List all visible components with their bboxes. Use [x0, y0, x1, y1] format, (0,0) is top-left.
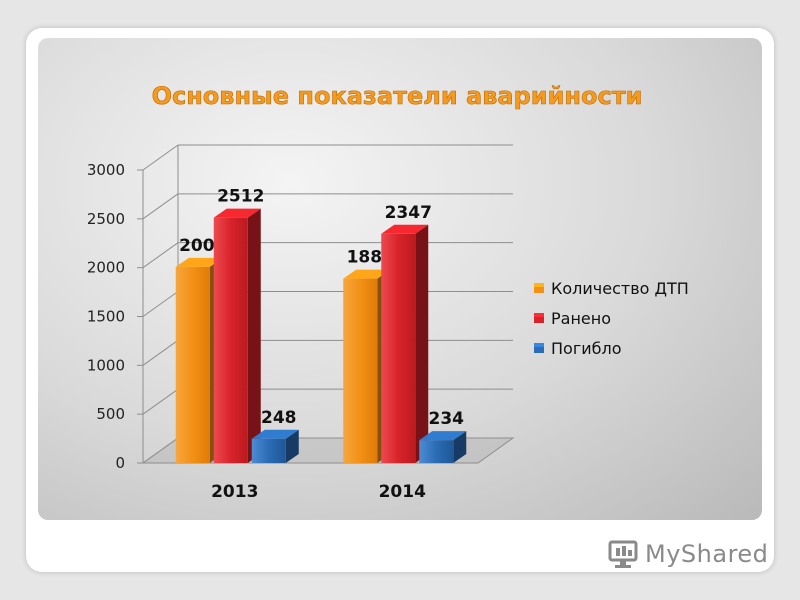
bar-front — [419, 440, 454, 463]
watermark-text: MyShared — [645, 540, 769, 568]
x-category-label: 2013 — [211, 482, 258, 502]
bar-side — [285, 429, 299, 463]
bar-top — [175, 257, 223, 267]
plot-area: 0500100015002000250030002008251224820131… — [87, 144, 515, 502]
bar-Погибло-2013 — [251, 429, 299, 463]
data-label: 2512 — [217, 187, 264, 207]
legend-label: Ранено — [551, 309, 611, 328]
legend-item: Количество ДТП — [534, 279, 689, 298]
data-label: 248 — [261, 408, 297, 428]
legend-swatch-highlight — [534, 283, 544, 287]
legend-label: Погибло — [551, 339, 622, 358]
legend-item: Ранено — [534, 309, 611, 328]
bar-front — [343, 278, 378, 463]
legend-swatch — [534, 343, 544, 353]
y-tick-label: 3000 — [87, 161, 125, 179]
bar-Ранено-2013 — [213, 208, 261, 463]
wall-gridline — [142, 339, 179, 366]
bar-top — [419, 431, 467, 441]
y-tick-label: 2000 — [87, 259, 125, 277]
x-category-label: 2014 — [379, 482, 426, 502]
bar-top — [213, 208, 261, 218]
bar-side — [415, 224, 429, 463]
legend-swatch — [534, 313, 544, 323]
bar-Погибло-2014 — [419, 431, 467, 463]
legend: Количество ДТП Ранено Погибло — [534, 279, 689, 358]
bar-front — [175, 266, 210, 463]
wall-gridline — [142, 242, 179, 269]
wall-gridline — [142, 144, 179, 171]
wall-gridline — [142, 193, 179, 220]
monitor-icon — [608, 540, 638, 568]
bar-top — [251, 429, 299, 439]
watermark: MyShared — [607, 538, 768, 570]
data-label: 2347 — [385, 203, 432, 223]
bar-front — [381, 233, 416, 463]
legend-swatch — [534, 283, 544, 293]
legend-swatch-highlight — [534, 313, 544, 317]
y-tick-label: 1500 — [87, 308, 125, 326]
legend-label: Количество ДТП — [551, 279, 689, 298]
wall-gridline — [142, 388, 179, 415]
y-tick-label: 0 — [115, 454, 125, 472]
bar-top — [343, 269, 391, 279]
wall-gridline — [142, 291, 179, 317]
legend-item: Погибло — [534, 339, 622, 358]
legend-swatch-highlight — [534, 343, 544, 347]
data-label: 234 — [429, 409, 465, 429]
bar-side — [453, 431, 467, 463]
y-tick-label: 1000 — [87, 356, 125, 374]
bar-top — [381, 224, 429, 234]
y-tick-label: 2500 — [87, 210, 125, 228]
bar-front — [213, 217, 248, 463]
chart-title: Основные показатели аварийности — [152, 82, 643, 110]
bar-front — [251, 438, 286, 463]
bar-side — [247, 208, 261, 463]
bar-Ранено-2014 — [381, 224, 429, 463]
y-tick-label: 500 — [96, 405, 125, 423]
